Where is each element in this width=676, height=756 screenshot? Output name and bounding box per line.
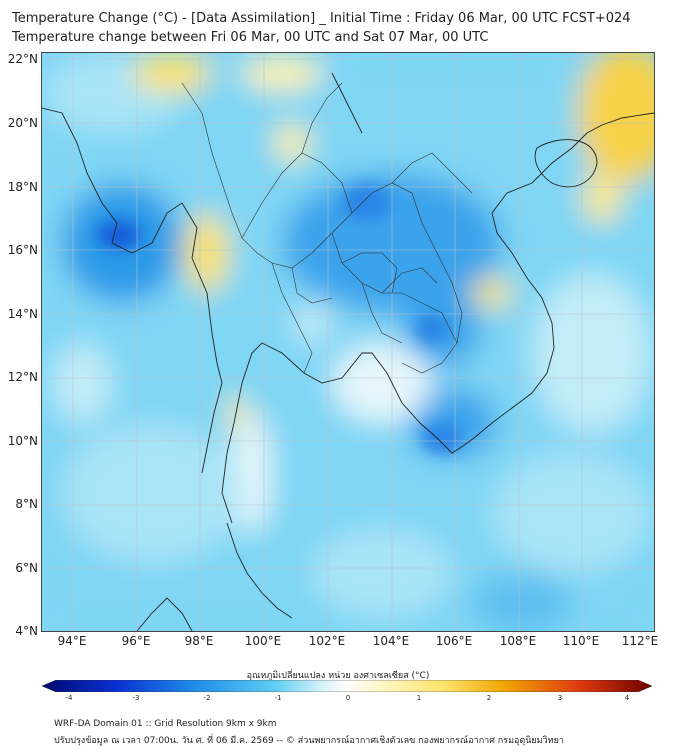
lon-label-110e: 110°E <box>562 634 600 648</box>
lon-label-96e: 96°E <box>121 634 151 648</box>
lon-label-102e: 102°E <box>308 634 346 648</box>
colorbar-tick: 4 <box>624 694 630 702</box>
lat-label-6n: 6°N <box>15 561 38 575</box>
map-canvas <box>42 53 654 631</box>
colorbar-tick: -2 <box>203 694 211 702</box>
coastlines <box>42 72 654 631</box>
lon-label-108e: 108°E <box>499 634 537 648</box>
lat-label-16n: 16°N <box>7 243 38 257</box>
lon-label-98e: 98°E <box>184 634 214 648</box>
colorbar <box>42 680 652 692</box>
map-area[interactable] <box>41 52 655 632</box>
colorbar-tick: 3 <box>557 694 563 702</box>
lat-label-8n: 8°N <box>15 497 38 511</box>
map-subtitle: Temperature change between Fri 06 Mar, 0… <box>12 30 489 45</box>
lat-label-18n: 18°N <box>7 180 38 194</box>
lat-label-20n: 20°N <box>7 116 38 130</box>
lat-label-12n: 12°N <box>7 370 38 384</box>
footer-update-info: ปรับปรุงข้อมูล ณ เวลา 07:00น. วัน ศ. ที่… <box>54 736 564 746</box>
colorbar-tick: 0 <box>345 694 351 702</box>
lon-label-112e: 112°E <box>621 634 659 648</box>
lon-label-94e: 94°E <box>57 634 87 648</box>
colorbar-tick: -3 <box>132 694 140 702</box>
admin-borders <box>181 82 473 374</box>
lon-label-106e: 106°E <box>435 634 473 648</box>
lat-label-10n: 10°N <box>7 434 38 448</box>
graticule <box>42 53 654 631</box>
temperature-field <box>42 53 654 631</box>
lon-label-104e: 104°E <box>372 634 410 648</box>
map-title: Temperature Change (°C) - [Data Assimila… <box>12 11 631 26</box>
colorbar-tick: -1 <box>274 694 282 702</box>
colorbar-tick: -4 <box>65 694 73 702</box>
lon-label-100e: 100°E <box>244 634 282 648</box>
colorbar-title: อุณหภูมิเปลี่ยนแปลง หน่วย องศาเซลเซียส (… <box>246 671 430 681</box>
lat-label-22n: 22°N <box>7 52 38 66</box>
footer-domain-info: WRF-DA Domain 01 :: Grid Resolution 9km … <box>54 719 277 729</box>
lat-label-14n: 14°N <box>7 307 38 321</box>
lat-label-4n: 4°N <box>15 624 38 638</box>
colorbar-tick: 1 <box>416 694 422 702</box>
colorbar-tick: 2 <box>486 694 492 702</box>
